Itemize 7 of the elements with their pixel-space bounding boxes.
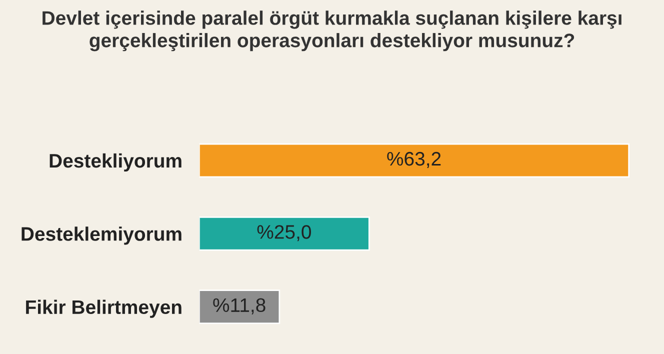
y-tick-label: Fikir Belirtmeyen	[26, 300, 182, 318]
y-tick-label: Desteklemiyorum	[22, 226, 182, 245]
data-label: %25,0	[257, 225, 311, 242]
data-label: %63,2	[387, 152, 441, 168]
data-label: %11,8	[213, 298, 266, 314]
chart-title: Devlet içerisinde paralel örgüt kurmakla suçlanan kişilere karşı gerçekleştirilen operasyonları destekliyor musunuz?	[42, 10, 622, 52]
y-tick-label: Destekliyorum	[50, 153, 182, 172]
